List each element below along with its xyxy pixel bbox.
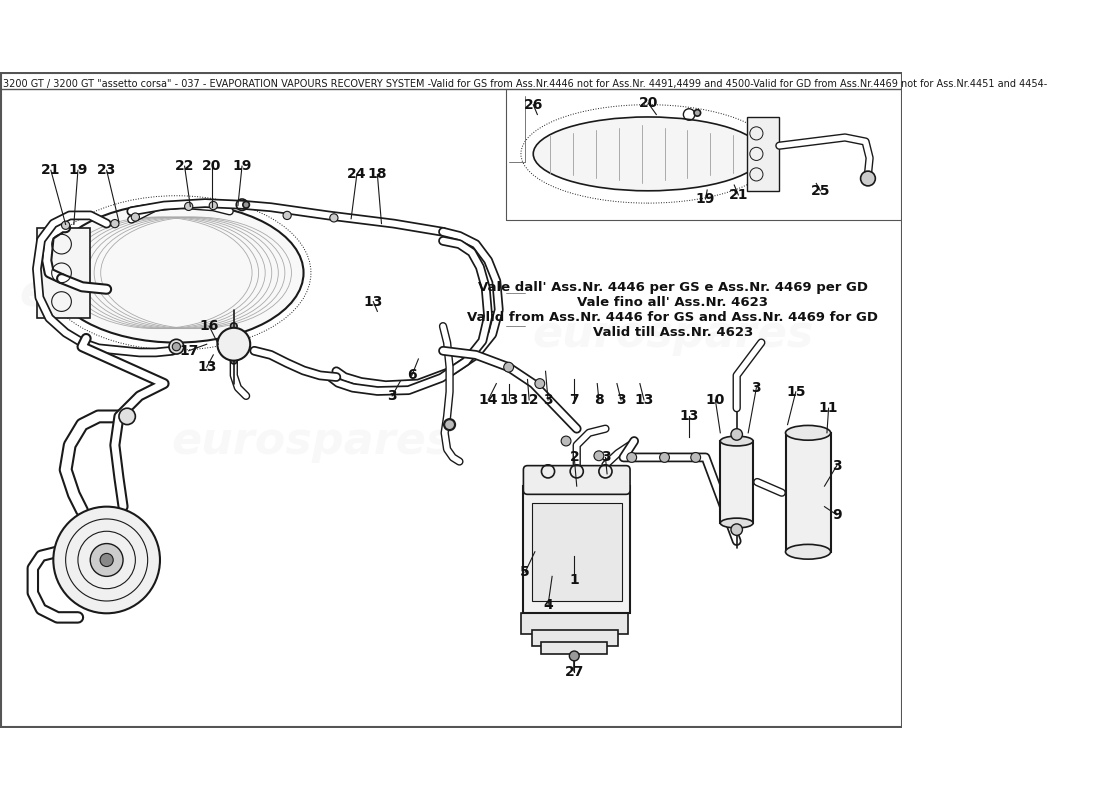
- Bar: [524, 486, 630, 614]
- Circle shape: [660, 453, 670, 462]
- Ellipse shape: [50, 203, 304, 342]
- Bar: [521, 614, 628, 634]
- Text: 13: 13: [635, 393, 653, 407]
- Text: eurospares: eurospares: [532, 313, 813, 356]
- Circle shape: [131, 213, 140, 221]
- Circle shape: [732, 524, 742, 535]
- Circle shape: [62, 221, 69, 230]
- Bar: [541, 642, 607, 654]
- Text: 14: 14: [478, 393, 498, 407]
- Text: 24: 24: [348, 167, 366, 182]
- Text: 3: 3: [616, 393, 626, 407]
- Text: 10: 10: [706, 393, 725, 407]
- Circle shape: [860, 171, 876, 186]
- Ellipse shape: [785, 426, 830, 440]
- Text: 7: 7: [570, 393, 579, 407]
- Circle shape: [594, 451, 604, 461]
- Circle shape: [561, 436, 571, 446]
- Circle shape: [694, 110, 701, 116]
- Text: 27: 27: [564, 666, 584, 679]
- Circle shape: [90, 543, 123, 576]
- Circle shape: [691, 453, 701, 462]
- Bar: [37, 228, 90, 318]
- Circle shape: [119, 408, 135, 425]
- Text: 21: 21: [728, 188, 748, 202]
- Text: 1: 1: [570, 574, 579, 587]
- Text: eurospares: eurospares: [172, 419, 452, 462]
- Ellipse shape: [785, 544, 830, 559]
- Circle shape: [185, 202, 192, 210]
- Circle shape: [243, 202, 250, 208]
- Circle shape: [535, 378, 544, 389]
- Text: 17: 17: [179, 344, 198, 358]
- Text: 3200 GT / 3200 GT "assetto corsa" - 037 - EVAPORATION VAPOURS RECOVERY SYSTEM -V: 3200 GT / 3200 GT "assetto corsa" - 037 …: [3, 79, 1047, 90]
- Ellipse shape: [720, 436, 754, 446]
- Text: 3: 3: [832, 458, 842, 473]
- Text: 20: 20: [638, 96, 658, 110]
- Text: 8: 8: [594, 393, 604, 407]
- Text: Vale dall' Ass.Nr. 4446 per GS e Ass.Nr. 4469 per GD
Vale fino all' Ass.Nr. 4623: Vale dall' Ass.Nr. 4446 per GS e Ass.Nr.…: [468, 281, 878, 338]
- Text: eurospares: eurospares: [20, 272, 300, 315]
- Circle shape: [444, 420, 454, 430]
- Circle shape: [627, 453, 637, 462]
- Bar: [785, 433, 830, 552]
- Text: 15: 15: [786, 385, 805, 398]
- Text: 23: 23: [97, 163, 117, 178]
- Text: 2: 2: [570, 450, 579, 465]
- Circle shape: [111, 219, 119, 228]
- Circle shape: [169, 339, 184, 354]
- Text: 6: 6: [407, 368, 417, 382]
- Text: 11: 11: [818, 402, 838, 415]
- Circle shape: [504, 362, 514, 372]
- Text: 13: 13: [364, 294, 383, 309]
- Text: 19: 19: [68, 163, 88, 178]
- Bar: [747, 117, 780, 191]
- Text: 13: 13: [680, 410, 698, 423]
- Text: 20: 20: [202, 159, 221, 173]
- Ellipse shape: [534, 117, 763, 191]
- Circle shape: [218, 328, 250, 361]
- Circle shape: [53, 506, 160, 614]
- Circle shape: [732, 429, 742, 440]
- Text: 5: 5: [520, 566, 530, 579]
- Text: 3: 3: [387, 389, 397, 403]
- Text: 9: 9: [832, 508, 842, 522]
- Bar: [531, 630, 618, 646]
- Circle shape: [330, 214, 338, 222]
- Text: 3: 3: [751, 381, 761, 394]
- Bar: [531, 502, 621, 601]
- Circle shape: [570, 651, 580, 661]
- Circle shape: [100, 554, 113, 566]
- Circle shape: [230, 340, 238, 348]
- Text: 19: 19: [232, 159, 252, 173]
- Text: 25: 25: [811, 184, 830, 198]
- Text: 13: 13: [197, 360, 217, 374]
- Text: 3: 3: [543, 393, 553, 407]
- Circle shape: [283, 211, 292, 219]
- Circle shape: [209, 202, 218, 210]
- Text: 19: 19: [696, 192, 715, 206]
- Circle shape: [173, 342, 180, 350]
- Text: 16: 16: [199, 319, 219, 333]
- FancyBboxPatch shape: [524, 466, 630, 494]
- Text: 13: 13: [499, 393, 519, 407]
- Circle shape: [231, 358, 238, 364]
- Bar: [720, 441, 754, 523]
- Text: 3: 3: [601, 450, 610, 465]
- Circle shape: [231, 323, 238, 330]
- Text: 12: 12: [519, 393, 539, 407]
- Text: 22: 22: [175, 159, 195, 173]
- Text: 26: 26: [524, 98, 543, 112]
- Text: 18: 18: [367, 167, 387, 182]
- Text: 4: 4: [543, 598, 553, 612]
- Text: 21: 21: [41, 163, 60, 178]
- Ellipse shape: [720, 518, 754, 528]
